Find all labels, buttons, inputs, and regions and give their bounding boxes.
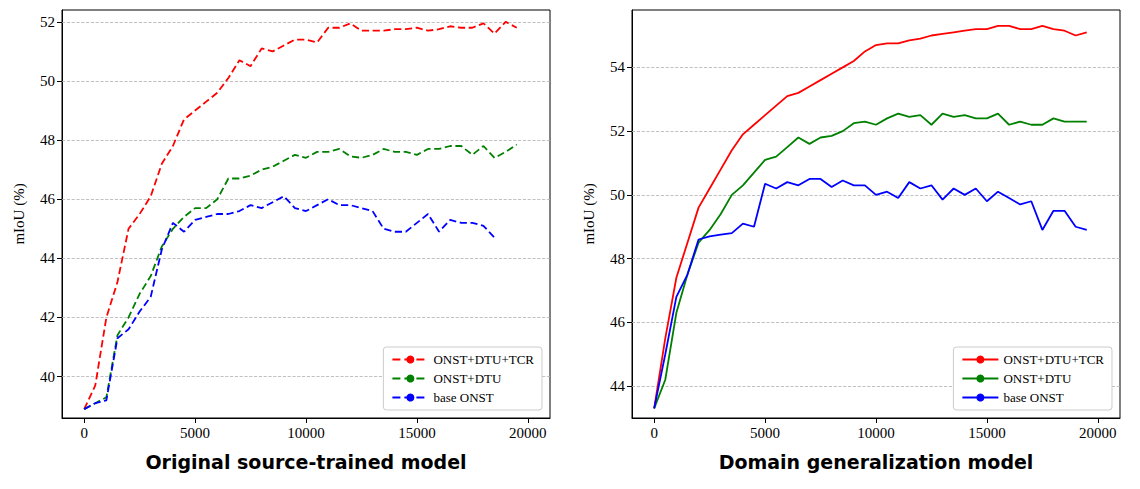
svg-text:40: 40 (40, 369, 55, 385)
svg-text:10000: 10000 (287, 425, 325, 441)
svg-text:ONST+DTU: ONST+DTU (433, 371, 502, 386)
svg-text:0: 0 (650, 425, 658, 441)
svg-text:15000: 15000 (398, 425, 436, 441)
svg-text:20000: 20000 (1079, 425, 1117, 441)
svg-text:mIoU (%): mIoU (%) (581, 183, 598, 244)
svg-text:base ONST: base ONST (1003, 390, 1063, 405)
svg-text:46: 46 (40, 191, 56, 207)
svg-text:42: 42 (40, 309, 55, 325)
svg-text:0: 0 (80, 425, 88, 441)
svg-text:15000: 15000 (968, 425, 1006, 441)
svg-text:Original source-trained model: Original source-trained model (145, 451, 466, 473)
svg-text:5000: 5000 (750, 425, 780, 441)
svg-text:54: 54 (610, 59, 626, 75)
svg-text:base ONST: base ONST (433, 390, 493, 405)
svg-text:46: 46 (610, 314, 626, 330)
svg-text:20000: 20000 (509, 425, 547, 441)
svg-text:44: 44 (610, 378, 626, 394)
svg-text:10000: 10000 (857, 425, 895, 441)
svg-text:Domain generalization model: Domain generalization model (719, 451, 1034, 473)
svg-text:50: 50 (40, 73, 55, 89)
svg-text:52: 52 (40, 14, 55, 30)
svg-text:mIoU (%): mIoU (%) (11, 183, 28, 244)
svg-text:5000: 5000 (180, 425, 210, 441)
svg-text:ONST+DTU+TCR: ONST+DTU+TCR (1003, 352, 1104, 367)
svg-text:48: 48 (40, 132, 55, 148)
svg-text:48: 48 (610, 251, 625, 267)
svg-text:44: 44 (40, 250, 56, 266)
svg-text:50: 50 (610, 187, 625, 203)
svg-text:ONST+DTU+TCR: ONST+DTU+TCR (433, 352, 534, 367)
svg-text:ONST+DTU: ONST+DTU (1003, 371, 1072, 386)
svg-text:52: 52 (610, 123, 625, 139)
